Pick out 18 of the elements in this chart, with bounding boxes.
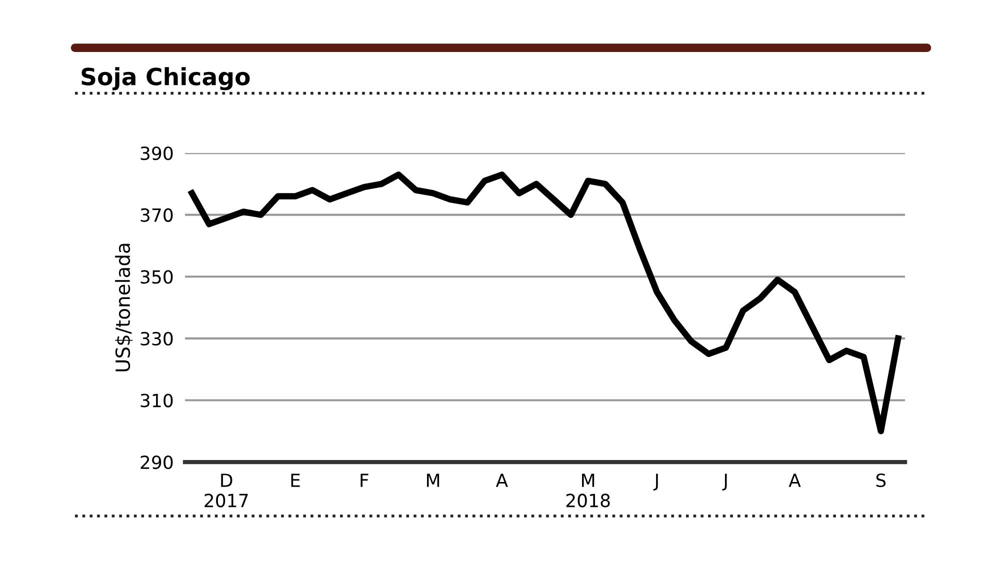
x-tick-label: M 2018 — [566, 474, 610, 508]
x-tick-label: M — [427, 474, 440, 487]
x-tick-label: A — [496, 474, 508, 487]
y-tick-label: 350 — [140, 270, 173, 284]
y-axis-title: US$/tonelada — [115, 244, 133, 372]
y-tick-label: 330 — [140, 332, 173, 346]
x-tick-label: J — [653, 474, 658, 490]
x-tick-label: D 2017 — [204, 474, 248, 508]
x-tick-label: F — [360, 474, 368, 487]
x-tick-label: E — [291, 474, 300, 487]
y-tick-label: 290 — [140, 455, 173, 470]
x-tick-label: A — [788, 474, 801, 487]
y-tick-label: 390 — [140, 146, 173, 160]
chart-title: Soja Chicago — [82, 67, 250, 90]
y-tick-label: 370 — [140, 208, 173, 222]
x-tick-label: S — [876, 473, 886, 488]
y-tick-label: 310 — [140, 394, 173, 408]
x-tick-label: J — [722, 474, 727, 490]
